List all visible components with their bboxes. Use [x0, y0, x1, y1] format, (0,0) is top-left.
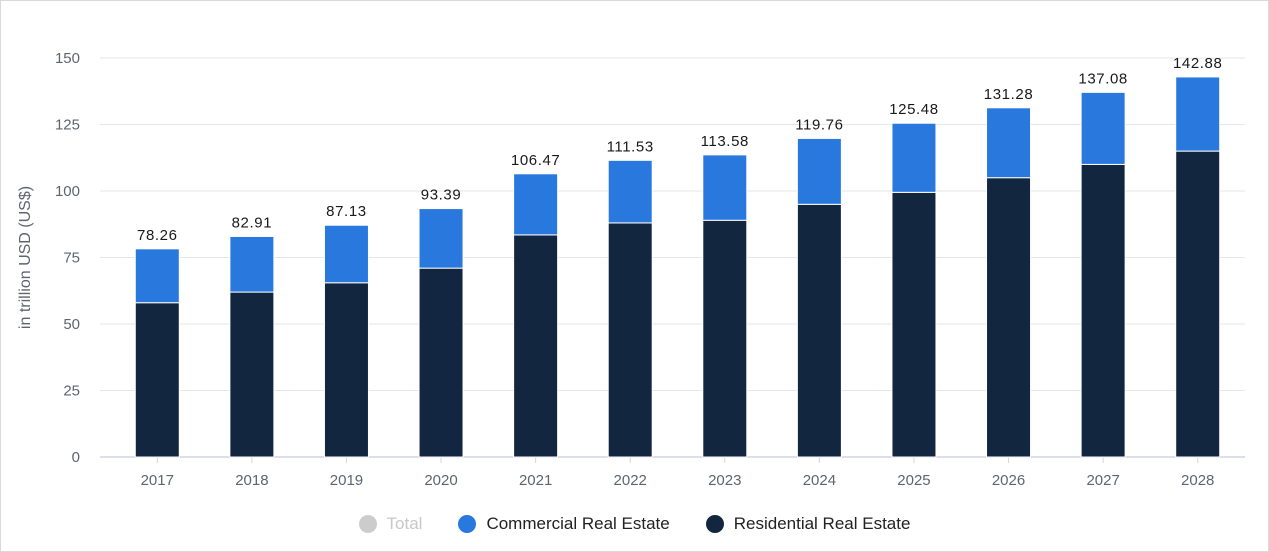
y-tick-label: 125: [55, 117, 80, 134]
x-tick-label: 2026: [992, 472, 1025, 489]
legend-total-label: Total: [386, 514, 423, 533]
total-value-label: 113.58: [701, 133, 749, 150]
legend-item-residential[interactable]: Residential Real Estate: [705, 514, 911, 534]
total-value-label: 106.47: [511, 152, 560, 169]
total-value-label: 131.28: [984, 86, 1033, 103]
x-tick-label: 2024: [803, 472, 836, 489]
bar-residential: [1175, 150, 1221, 458]
bar-commercial: [1080, 91, 1126, 165]
legend-total-icon: [358, 515, 377, 533]
bar-commercial: [796, 137, 842, 205]
bar-residential: [796, 203, 842, 458]
bar-residential: [323, 282, 369, 458]
x-tick-label: 2019: [330, 472, 363, 489]
y-axis-label: in trillion USD (US$): [17, 186, 34, 329]
x-tick-label: 2021: [519, 472, 552, 489]
bar-commercial: [607, 159, 653, 224]
x-tick-label: 2018: [235, 472, 268, 489]
total-value-label: 119.76: [795, 116, 843, 133]
legend-residential-icon: [705, 515, 724, 533]
bar-residential: [891, 191, 937, 458]
bar-residential: [986, 177, 1032, 458]
bar-commercial: [891, 122, 937, 193]
bar-commercial: [986, 107, 1032, 179]
y-tick-label: 50: [63, 316, 80, 333]
x-tick-label: 2025: [897, 472, 930, 489]
bar-commercial: [1175, 76, 1221, 152]
bar-residential: [702, 219, 748, 458]
total-value-label: 78.26: [137, 227, 178, 244]
bar-commercial: [513, 173, 559, 236]
legend-commercial-label: Commercial Real Estate: [486, 514, 670, 533]
bar-residential: [418, 267, 464, 458]
total-value-label: 142.88: [1173, 55, 1222, 72]
bar-residential: [134, 302, 180, 458]
bar-residential: [607, 222, 653, 458]
y-tick-label: 0: [72, 449, 80, 466]
y-tick-label: 25: [63, 383, 80, 400]
bar-commercial: [702, 154, 748, 221]
bar-commercial: [323, 224, 369, 284]
bar-commercial: [134, 248, 180, 304]
total-value-label: 87.13: [326, 203, 367, 220]
bar-residential: [1080, 163, 1126, 458]
y-tick-label: 100: [55, 183, 80, 200]
legend-item-commercial[interactable]: Commercial Real Estate: [458, 514, 670, 534]
total-value-label: 137.08: [1078, 70, 1127, 87]
x-tick-label: 2027: [1086, 472, 1119, 489]
bar-residential: [229, 291, 275, 458]
legend-commercial-icon: [458, 515, 477, 533]
y-tick-label: 75: [63, 250, 80, 267]
bar-commercial: [418, 208, 464, 269]
total-value-label: 125.48: [889, 101, 938, 118]
total-value-label: 93.39: [421, 187, 462, 204]
x-tick-label: 2023: [708, 472, 741, 489]
x-tick-label: 2028: [1181, 472, 1214, 489]
bar-residential: [513, 234, 559, 458]
legend-item-total[interactable]: Total: [358, 514, 423, 534]
x-tick-label: 2022: [614, 472, 647, 489]
y-tick-label: 150: [55, 50, 80, 67]
stacked-bar-chart: 0 25 50 75 100 125 150 in trillion USD (US$) 78.…: [17, 50, 1245, 489]
x-tick-label: 2017: [141, 472, 174, 489]
total-value-label: 111.53: [607, 138, 654, 155]
legend-residential-label: Residential Real Estate: [733, 514, 911, 533]
x-tick-label: 2020: [424, 472, 457, 489]
total-value-label: 82.91: [232, 214, 273, 231]
legend: Total Commercial Real Estate Residential…: [0, 514, 1269, 534]
bar-commercial: [229, 235, 275, 293]
